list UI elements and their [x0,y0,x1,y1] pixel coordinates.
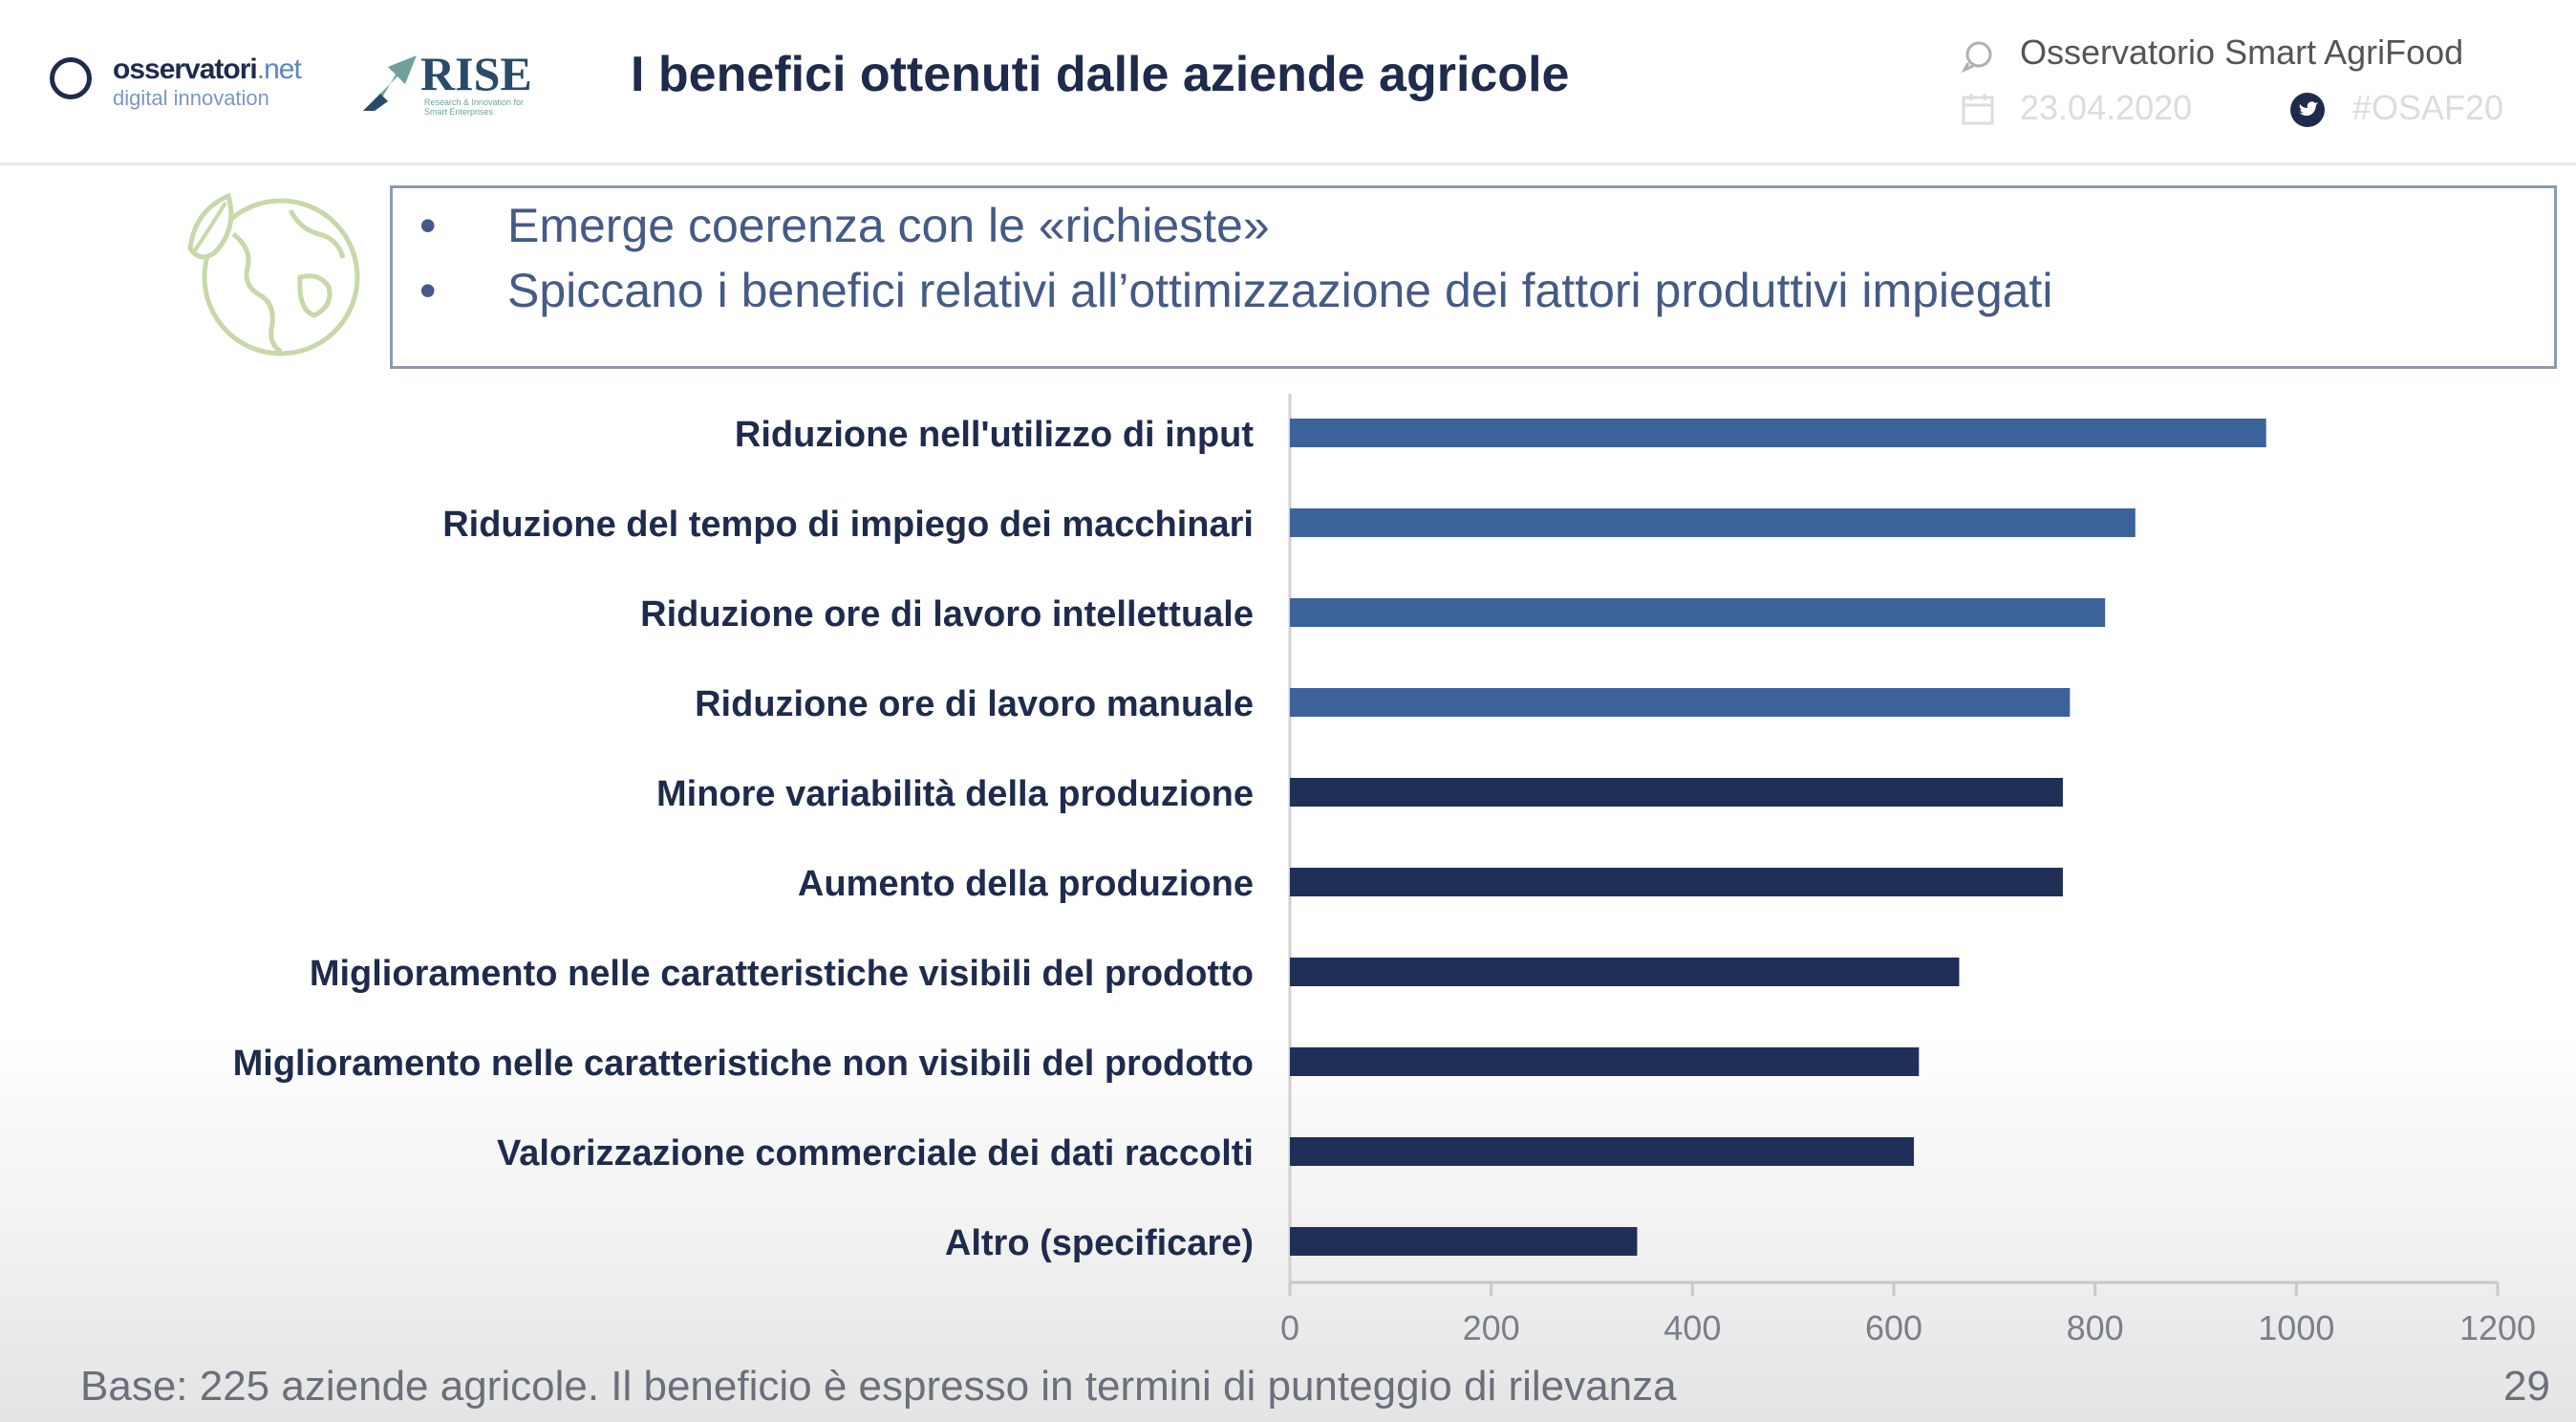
slide-title: I benefici ottenuti dalle aziende agrico… [631,47,1570,102]
osservatori-logo-subtext: digital innovation [113,86,269,110]
bar-9 [1290,1137,1915,1166]
rise-arrow-icon [363,55,417,111]
x-tick-label-4: 600 [1865,1308,1922,1347]
x-tick-label-2: 200 [1463,1308,1520,1347]
category-label-1: Riduzione nell'utilizzo di input [735,415,1254,455]
category-label-5: Minore variabilità della produzione [656,774,1254,814]
osservatori-logo-text: osservatori.net [113,54,302,85]
globe-leaf-icon [187,192,360,356]
rise-logo-subtext: Research & Innovation for Smart Enterpri… [424,97,525,117]
bar-8 [1290,1047,1920,1076]
footer-note: Base: 225 aziende agricole. Il beneficio… [80,1363,1677,1410]
osservatori-logo-icon [50,57,92,99]
calendar-icon [1962,94,1994,125]
category-label-4: Riduzione ore di lavoro manuale [695,684,1254,724]
bar-3 [1290,598,2106,627]
bar-6 [1290,868,2063,896]
category-label-3: Riduzione ore di lavoro intellettuale [640,594,1254,635]
category-label-2: Riduzione del tempo di impiego dei macch… [442,505,1254,545]
bullet-icon: • [419,199,437,252]
chat-bubble-icon [1961,41,1992,73]
bar-chart: Riduzione nell'utilizzo di input Riduzion… [233,394,2536,1347]
event-date: 23.04.2020 [2020,88,2193,127]
category-label-8: Miglioramento nelle caratteristiche non … [233,1044,1254,1084]
page-number: 29 [2503,1363,2550,1410]
x-tick-label-6: 1000 [2258,1308,2334,1347]
slide-header: osservatori.net digital innovation RISE … [0,0,2576,165]
category-label-10: Altro (specificare) [945,1223,1254,1263]
category-label-9: Valorizzazione commerciale dei dati racc… [497,1133,1254,1174]
key-points-box: • Emerge coerenza con le «richieste» • S… [390,185,2557,369]
bar-1 [1290,419,2266,447]
bullet-icon: • [419,264,437,317]
observatory-name: Osservatorio Smart AgriFood [2020,32,2464,72]
bar-4 [1290,688,2071,717]
bar-7 [1290,958,1960,986]
category-label-6: Aumento della produzione [798,864,1254,904]
event-hashtag[interactable]: #OSAF20 [2352,88,2504,127]
bar-2 [1290,508,2136,537]
osservatori-logo: osservatori.net digital innovation [50,50,317,117]
rise-logo-text: RISE [420,47,532,100]
bar-10 [1290,1227,1638,1256]
x-tick-label-7: 1200 [2459,1308,2536,1347]
x-tick-label-5: 800 [2067,1308,2124,1347]
bar-5 [1290,778,2063,807]
twitter-icon[interactable] [2289,92,2326,128]
category-label-7: Miglioramento nelle caratteristiche visi… [310,954,1254,994]
rise-logo: RISE Research & Innovation for Smart Ent… [359,42,550,118]
x-tick-label-3: 400 [1664,1308,1721,1347]
x-tick-label-1: 0 [1280,1308,1299,1347]
